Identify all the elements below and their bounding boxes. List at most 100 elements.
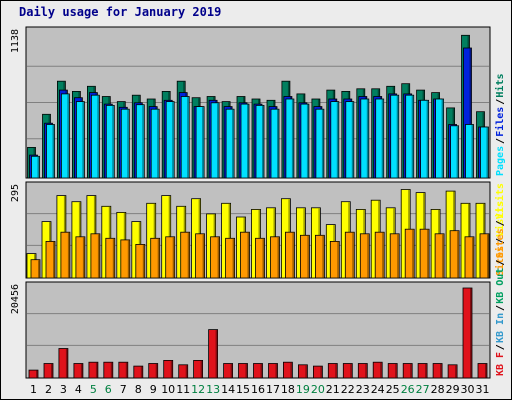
bar-pages-day-2 (46, 124, 55, 179)
bar-shade-kbf-day-13 (215, 330, 218, 378)
day-label-5: 5 (90, 383, 97, 396)
bar-shade-sites-day-30 (472, 237, 474, 278)
bar-shade-kbf-day-18 (290, 362, 292, 378)
bar-shade-kbf-day-14 (230, 364, 233, 378)
bar-shade-pages-day-15 (247, 104, 249, 178)
bar-pages-day-17 (270, 108, 280, 179)
bar-kbf-day-5 (88, 361, 99, 379)
bar-shade-kbf-day-30 (470, 288, 472, 378)
bar-pages-day-21 (330, 101, 340, 179)
bar-kbf-day-24 (372, 361, 383, 379)
bar-shade-sites-day-18 (292, 232, 294, 278)
bar-shade-kbf-day-1 (36, 370, 38, 378)
bar-shade-pages-day-22 (351, 102, 354, 178)
bar-kbf-day-14 (223, 363, 234, 379)
bar-shade-kbf-day-24 (380, 362, 382, 378)
y-max-label-hits-files-pages: 1138 (10, 29, 21, 53)
bar-shade-kbf-day-27 (425, 364, 427, 378)
bar-sites-day-21 (329, 240, 340, 279)
bar-shade-files-day-30 (469, 48, 471, 178)
bar-shade-sites-day-31 (487, 234, 489, 278)
bar-shade-pages-day-4 (82, 102, 84, 178)
bar-pages-day-18 (285, 98, 295, 179)
day-label-11: 11 (176, 383, 190, 396)
bar-sites-day-19 (299, 234, 310, 279)
bar-shade-pages-day-30 (471, 125, 473, 178)
bar-shade-kbf-day-2 (51, 364, 53, 378)
day-label-15: 15 (236, 383, 250, 396)
bar-sites-day-15 (240, 231, 250, 279)
bar-sites-day-3 (60, 231, 71, 279)
day-label-31: 31 (476, 383, 490, 396)
bar-pages-day-3 (61, 93, 70, 179)
bar-kbf-day-25 (387, 363, 398, 379)
bar-pages-day-13 (210, 102, 220, 179)
bar-shade-sites-day-3 (67, 232, 70, 278)
bar-shade-kbf-day-7 (125, 362, 128, 378)
day-label-27: 27 (416, 383, 430, 396)
bar-kbf-day-22 (342, 363, 353, 379)
bar-sites-day-11 (180, 231, 191, 279)
day-label-10: 10 (161, 383, 175, 396)
bar-kbf-day-31 (477, 363, 488, 379)
bar-kbf-day-12 (193, 359, 204, 379)
bar-shade-pages-day-5 (97, 95, 99, 178)
bar-kbf-day-15 (238, 363, 248, 379)
bar-shade-pages-day-31 (486, 127, 488, 178)
bar-kbf-day-4 (73, 363, 84, 379)
bar-sites-day-5 (90, 233, 101, 279)
bar-sites-day-28 (434, 233, 445, 279)
day-label-29: 29 (446, 383, 460, 396)
bar-kbf-day-20 (312, 365, 323, 379)
bar-kbf-day-11 (178, 364, 189, 379)
day-label-26: 26 (401, 383, 415, 396)
bar-shade-sites-day-26 (412, 229, 414, 278)
chart-title: Daily usage for January 2019 (19, 5, 222, 19)
day-label-22: 22 (341, 383, 355, 396)
legend-visits-sites-separator: / (495, 238, 506, 244)
bar-kbf-day-1 (28, 369, 39, 379)
bar-shade-sites-day-28 (442, 234, 444, 278)
bar-shade-sites-day-16 (262, 238, 264, 278)
bar-shade-pages-day-19 (306, 104, 309, 178)
bar-shade-pages-day-6 (112, 105, 114, 178)
bar-kbf-day-29 (447, 364, 458, 379)
bar-shade-sites-day-27 (427, 229, 429, 278)
bar-shade-sites-day-12 (202, 234, 205, 278)
bar-shade-kbf-day-15 (245, 364, 247, 378)
day-label-1: 1 (30, 383, 37, 396)
bar-sites-day-16 (255, 237, 265, 279)
bar-pages-day-19 (300, 103, 310, 179)
day-label-30: 30 (461, 383, 475, 396)
bar-sites-day-1 (30, 259, 41, 279)
bar-shade-kbf-day-4 (80, 364, 83, 378)
bar-kbf-day-23 (357, 363, 368, 379)
day-label-21: 21 (326, 383, 340, 396)
bar-sites-day-12 (195, 233, 206, 279)
bar-shade-pages-day-18 (291, 99, 294, 178)
bar-pages-day-8 (135, 104, 145, 179)
bar-shade-pages-day-1 (37, 156, 39, 178)
panel-kbytes-background (25, 281, 491, 379)
bar-pages-day-22 (345, 101, 355, 179)
bar-pages-day-4 (76, 101, 85, 179)
bar-kbf-day-3 (58, 348, 69, 379)
bar-shade-kbf-day-12 (200, 360, 203, 378)
bar-shade-pages-day-21 (336, 102, 339, 178)
bar-shade-pages-day-27 (426, 100, 429, 178)
bar-kbf-day-13 (208, 329, 219, 379)
bar-shade-sites-day-24 (382, 232, 384, 278)
legend-kbytes-separator: / (495, 305, 506, 311)
bar-shade-kbf-day-8 (140, 366, 143, 378)
bar-pages-day-10 (165, 101, 175, 179)
bar-kbf-day-16 (253, 363, 263, 379)
bar-shade-sites-day-21 (337, 241, 339, 278)
bar-shade-pages-day-23 (366, 99, 369, 178)
bar-shade-sites-day-17 (277, 237, 279, 278)
bar-shade-kbf-day-21 (335, 364, 337, 378)
bar-shade-pages-day-26 (411, 95, 414, 178)
legend-kbytes-sites: Sites (494, 228, 506, 258)
bar-kbf-day-2 (43, 363, 54, 379)
